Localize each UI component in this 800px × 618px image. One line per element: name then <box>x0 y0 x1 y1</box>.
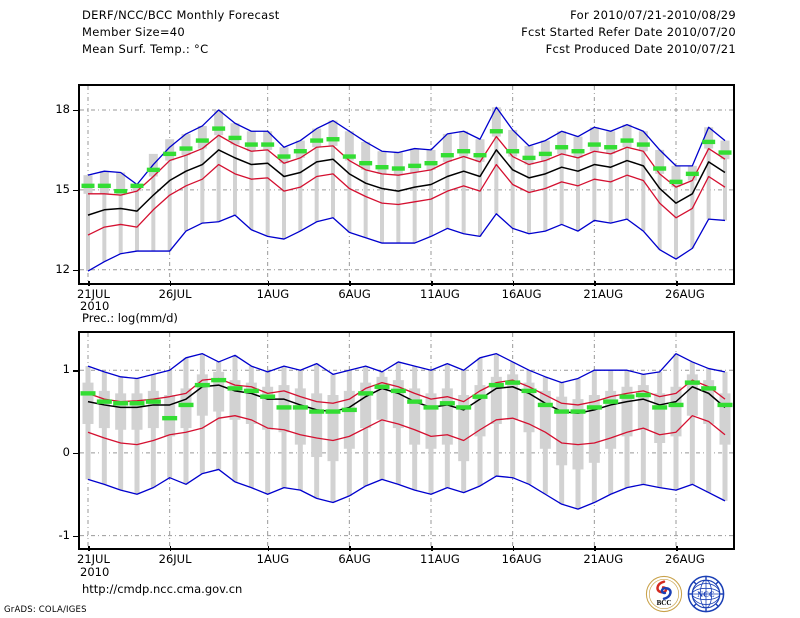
bcc-logo: BCC <box>645 575 683 613</box>
x-tick-mark <box>676 281 678 286</box>
year-label-bottom: 2010 <box>80 565 110 579</box>
y-tick-mark <box>73 370 78 372</box>
precipitation-axis-title: Prec.: log(mm/d) <box>82 311 178 325</box>
x-tick-label: 26AUG <box>665 552 705 566</box>
y-tick-label: 0 <box>62 444 70 459</box>
y-tick-mark <box>73 109 78 112</box>
forecast-range: For 2010/07/21-2010/08/29 <box>570 8 736 22</box>
refer-date: Fcst Started Refer Date 2010/07/20 <box>521 25 736 39</box>
x-tick-mark <box>431 281 433 286</box>
x-tick-label: 21AUG <box>583 287 624 301</box>
source-url[interactable]: http://cmdp.ncc.cma.gov.cn <box>82 582 243 596</box>
x-tick-label: 26AUG <box>665 287 705 301</box>
x-tick-label: 16AUG <box>501 287 542 301</box>
x-tick-label: 16AUG <box>501 552 542 566</box>
x-tick-label: 26JUL <box>158 287 192 301</box>
temperature-plot <box>80 86 733 283</box>
y-tick-label: 18 <box>55 101 70 116</box>
x-tick-label: 6AUG <box>338 287 371 301</box>
member-size: Member Size=40 <box>82 25 186 39</box>
x-tick-mark <box>169 546 172 551</box>
x-tick-label: 21JUL <box>77 287 110 301</box>
svg-text:NCC: NCC <box>697 590 715 599</box>
precipitation-plot <box>80 333 733 548</box>
x-tick-mark <box>349 546 351 551</box>
temperature-chart-panel <box>78 84 735 285</box>
x-tick-mark <box>512 546 515 551</box>
x-tick-mark <box>88 546 90 551</box>
forecast-title: DERF/NCC/BCC Monthly Forecast <box>82 8 280 22</box>
y-tick-label: 1 <box>62 362 70 377</box>
x-tick-label: 21JUL <box>77 552 110 566</box>
x-tick-label: 11AUG <box>420 552 460 566</box>
x-tick-mark <box>431 546 433 551</box>
y-tick-mark <box>73 535 78 538</box>
x-tick-mark <box>512 281 515 286</box>
y-tick-mark <box>73 189 78 192</box>
x-tick-mark <box>267 546 270 551</box>
x-tick-mark <box>88 281 90 286</box>
x-tick-label: 21AUG <box>583 552 624 566</box>
ncc-logo: NCC <box>687 575 725 613</box>
temp-unit-label: Mean Surf. Temp.: °C <box>82 42 209 56</box>
x-tick-label: 26JUL <box>158 552 192 566</box>
x-tick-mark <box>169 281 172 286</box>
x-tick-mark <box>594 281 596 286</box>
svg-text:BCC: BCC <box>657 599 672 607</box>
x-tick-mark <box>676 546 678 551</box>
x-tick-mark <box>594 546 596 551</box>
x-tick-mark <box>267 281 270 286</box>
y-tick-label: 12 <box>55 261 70 276</box>
x-tick-label: 1AUG <box>256 552 290 566</box>
grads-credit: GrADS: COLA/IGES <box>4 605 87 615</box>
y-tick-mark <box>73 452 78 455</box>
precipitation-chart-panel <box>78 331 735 550</box>
y-tick-mark <box>73 269 78 272</box>
produced-date: Fcst Produced Date 2010/07/21 <box>545 42 736 56</box>
x-tick-label: 6AUG <box>338 552 371 566</box>
year-label-top: 2010 <box>80 299 110 313</box>
y-tick-label: 15 <box>55 181 70 196</box>
x-tick-label: 11AUG <box>420 287 460 301</box>
x-tick-mark <box>349 281 351 286</box>
y-tick-label: -1 <box>58 527 70 542</box>
x-tick-label: 1AUG <box>256 287 290 301</box>
